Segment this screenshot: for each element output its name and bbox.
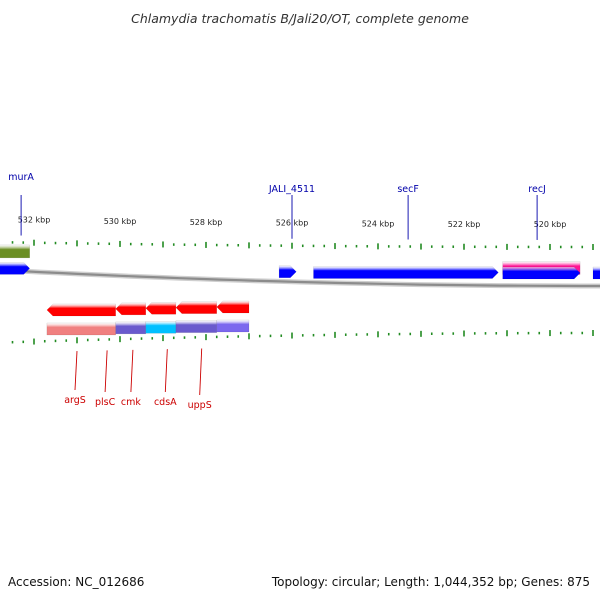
- feature-rev-cmk: [145, 302, 177, 315]
- scale-ticks-inner: [11, 330, 594, 345]
- feature-fwd-recJ: [502, 266, 581, 280]
- gene-label-cdsA: cdsA: [154, 397, 177, 408]
- genome-backbone: [0, 268, 600, 288]
- feature-tracks: [0, 244, 600, 336]
- feature-olive-block: [0, 244, 30, 259]
- genome-summary-text: Topology: circular; Length: 1,044,352 bp…: [271, 575, 590, 589]
- top-gene-labels: murA JALI_4511 secF recJ: [8, 172, 546, 240]
- feature-fwd-left: [0, 262, 31, 275]
- scale-label: 522 kbp: [448, 220, 481, 229]
- scale-label: 520 kbp: [534, 220, 567, 229]
- accession-text: Accession: NC_012686: [8, 575, 144, 589]
- scale-label: 532 kbp: [18, 216, 51, 225]
- gene-label-cmk: cmk: [121, 397, 141, 408]
- feature-cat-cdsA: [175, 320, 217, 333]
- feature-cat-uppS: [216, 319, 250, 333]
- feature-rev-plsC: [115, 302, 147, 316]
- gene-label-murA: murA: [8, 172, 34, 183]
- feature-fwd-small: [278, 265, 297, 278]
- feature-rev-uppS: [216, 300, 250, 314]
- scale-label: 528 kbp: [190, 218, 223, 227]
- scale-label: 524 kbp: [362, 219, 395, 228]
- feature-fwd-right: [592, 266, 600, 280]
- feature-rev-argS: [46, 303, 116, 317]
- leader-line: [199, 348, 203, 396]
- leader-line: [164, 349, 168, 393]
- feature-cat-argS: [46, 322, 116, 336]
- feature-cat-plsC: [115, 321, 147, 335]
- feature-fwd-secF: [313, 266, 499, 279]
- map-title: Chlamydia trachomatis B/Jali20/OT, compl…: [131, 11, 469, 26]
- feature-rev-cdsA: [175, 301, 217, 314]
- leader-line: [130, 349, 134, 393]
- leader-line: [104, 350, 108, 393]
- gene-label-recJ: recJ: [528, 184, 546, 195]
- gene-label-JALI_4511: JALI_4511: [268, 184, 315, 195]
- scale-label: 530 kbp: [104, 217, 137, 226]
- gene-label-uppS: uppS: [188, 400, 212, 411]
- bottom-gene-labels: argS plsC cmk cdsA uppS: [64, 348, 212, 411]
- gene-label-secF: secF: [397, 184, 418, 195]
- gene-label-argS: argS: [64, 395, 86, 406]
- scale-ticks-outer: [11, 239, 594, 250]
- feature-cat-cmk: [145, 321, 177, 334]
- leader-line: [74, 351, 78, 391]
- gene-label-plsC: plsC: [95, 397, 116, 408]
